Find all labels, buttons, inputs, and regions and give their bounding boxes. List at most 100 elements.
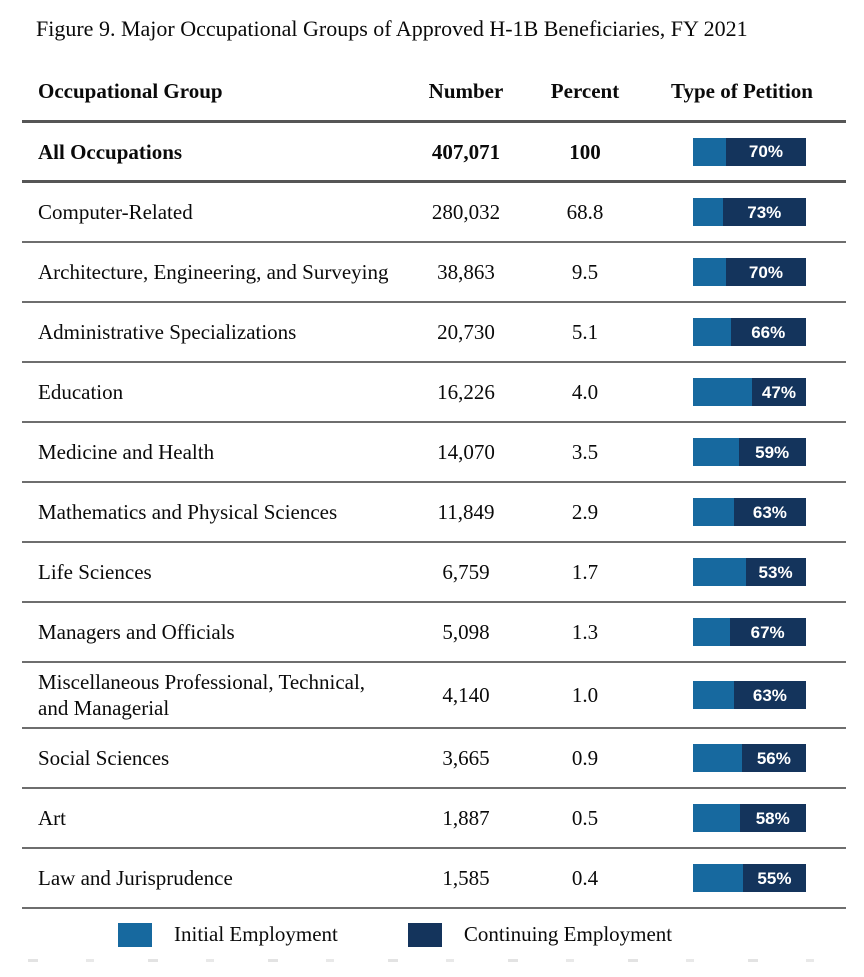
- continuing-pct-label: 53%: [758, 562, 793, 582]
- initial-employment-segment: [692, 864, 744, 892]
- petition-stacked-bar: 47%: [692, 378, 806, 406]
- continuing-employment-segment: 73%: [723, 198, 806, 226]
- number-cell: 1,585: [442, 866, 490, 890]
- continuing-pct-label: 63%: [752, 685, 787, 705]
- petition-stacked-bar: 56%: [692, 744, 806, 772]
- continuing-employment-segment: 56%: [742, 744, 806, 772]
- continuing-pct-label: 73%: [747, 202, 782, 222]
- occupational-group-cell: Art: [38, 806, 66, 830]
- type-of-petition-cell: 67%: [638, 618, 846, 646]
- continuing-pct-label: 63%: [752, 502, 787, 522]
- continuing-pct-label: 66%: [751, 322, 786, 342]
- table-row: Education 16,226 4.0 47%: [22, 363, 846, 423]
- occupational-group-cell: Administrative Specializations: [38, 320, 297, 344]
- column-header-type-of-petition: Type of Petition: [671, 79, 813, 103]
- percent-cell: 100: [569, 139, 601, 164]
- occupational-group-cell: Mathematics and Physical Sciences: [38, 500, 338, 524]
- continuing-pct-label: 58%: [755, 808, 790, 828]
- cutoff-text-fragment: [28, 959, 840, 962]
- legend-item-initial-employment: Initial Employment: [118, 922, 338, 947]
- percent-cell: 0.4: [571, 866, 599, 890]
- h1b-occupational-groups-table: Occupational Group Number Percent Type o…: [22, 78, 846, 909]
- occupational-group-cell: Law and Jurisprudence: [38, 866, 233, 890]
- initial-employment-segment: [692, 378, 753, 406]
- occupational-group-cell: Life Sciences: [38, 560, 152, 584]
- percent-cell: 9.5: [571, 260, 599, 284]
- percent-cell: 0.5: [571, 806, 599, 830]
- percent-cell: 4.0: [571, 380, 599, 404]
- continuing-employment-segment: 67%: [729, 618, 806, 646]
- table-row: Law and Jurisprudence 1,585 0.4 55%: [22, 849, 846, 909]
- table-row: Administrative Specializations 20,730 5.1 6…: [22, 303, 846, 363]
- number-cell: 16,226: [437, 380, 495, 404]
- percent-cell: 1.7: [571, 560, 599, 584]
- legend-label-continuing-employment: Continuing Employment: [463, 922, 673, 946]
- column-header-percent: Percent: [550, 79, 620, 103]
- percent-cell: 5.1: [571, 320, 599, 344]
- percent-cell: 0.9: [571, 746, 599, 770]
- occupational-group-cell: Education: [38, 380, 124, 404]
- continuing-employment-segment: 63%: [734, 681, 806, 709]
- table-row: Architecture, Engineering, and Surveying…: [22, 243, 846, 303]
- column-header-number: Number: [428, 79, 504, 103]
- petition-stacked-bar: 73%: [692, 198, 806, 226]
- figure-title: Figure 9. Major Occupational Groups of A…: [36, 16, 748, 41]
- petition-stacked-bar: 67%: [692, 618, 806, 646]
- initial-employment-segment: [692, 198, 723, 226]
- initial-employment-swatch: [118, 922, 152, 947]
- number-cell: 407,071: [431, 139, 501, 164]
- table-row: Medicine and Health 14,070 3.5 59%: [22, 423, 846, 483]
- petition-stacked-bar: 66%: [692, 318, 806, 346]
- continuing-employment-segment: 66%: [730, 318, 806, 346]
- type-of-petition-cell: 53%: [638, 558, 846, 586]
- legend-label-initial-employment: Initial Employment: [174, 922, 338, 946]
- percent-cell: 1.0: [571, 683, 599, 707]
- continuing-pct-label: 47%: [761, 382, 796, 402]
- table-row: Art 1,887 0.5 58%: [22, 789, 846, 849]
- number-cell: 4,140: [442, 683, 490, 707]
- number-cell: 14,070: [437, 440, 495, 464]
- initial-employment-segment: [692, 558, 746, 586]
- continuing-pct-label: 55%: [757, 868, 792, 888]
- table-row: Miscellaneous Professional, Technical, a…: [22, 663, 846, 729]
- continuing-pct-label: 70%: [748, 262, 783, 282]
- occupational-group-cell: Managers and Officials: [38, 620, 235, 644]
- number-cell: 20,730: [437, 320, 495, 344]
- legend: Initial Employment Continuing Employment: [22, 922, 846, 947]
- petition-stacked-bar: 53%: [692, 558, 806, 586]
- type-of-petition-cell: 59%: [638, 438, 846, 466]
- column-header-occupational-group: Occupational Group: [38, 79, 223, 103]
- initial-employment-segment: [692, 498, 735, 526]
- legend-item-continuing-employment: Continuing Employment: [407, 922, 673, 947]
- type-of-petition-cell: 73%: [638, 198, 846, 226]
- initial-employment-segment: [692, 258, 727, 286]
- initial-employment-segment: [692, 804, 740, 832]
- table-row: Computer-Related 280,032 68.8 73%: [22, 183, 846, 243]
- initial-employment-segment: [692, 744, 743, 772]
- table-row: All Occupations 407,071 100 70%: [22, 123, 846, 183]
- type-of-petition-cell: 56%: [638, 744, 846, 772]
- type-of-petition-cell: 58%: [638, 804, 846, 832]
- table-body: All Occupations 407,071 100 70% Computer-Rel…: [22, 123, 846, 909]
- number-cell: 280,032: [431, 200, 501, 224]
- continuing-employment-swatch: [407, 922, 442, 947]
- initial-employment-segment: [692, 318, 731, 346]
- type-of-petition-cell: 47%: [638, 378, 846, 406]
- percent-cell: 3.5: [571, 440, 599, 464]
- type-of-petition-cell: 63%: [638, 498, 846, 526]
- type-of-petition-cell: 70%: [638, 137, 846, 166]
- continuing-employment-segment: 59%: [738, 438, 806, 466]
- occupational-group-cell: Miscellaneous Professional, Technical, a…: [38, 670, 366, 720]
- table-row: Managers and Officials 5,098 1.3 67%: [22, 603, 846, 663]
- continuing-employment-segment: 47%: [752, 378, 806, 406]
- petition-stacked-bar: 63%: [692, 498, 806, 526]
- continuing-employment-segment: 70%: [726, 137, 806, 166]
- initial-employment-segment: [692, 618, 730, 646]
- continuing-employment-segment: 55%: [743, 864, 806, 892]
- occupational-group-cell: All Occupations: [38, 139, 183, 164]
- percent-cell: 1.3: [571, 620, 599, 644]
- petition-stacked-bar: 63%: [692, 681, 806, 709]
- initial-employment-segment: [692, 681, 735, 709]
- petition-stacked-bar: 58%: [692, 804, 806, 832]
